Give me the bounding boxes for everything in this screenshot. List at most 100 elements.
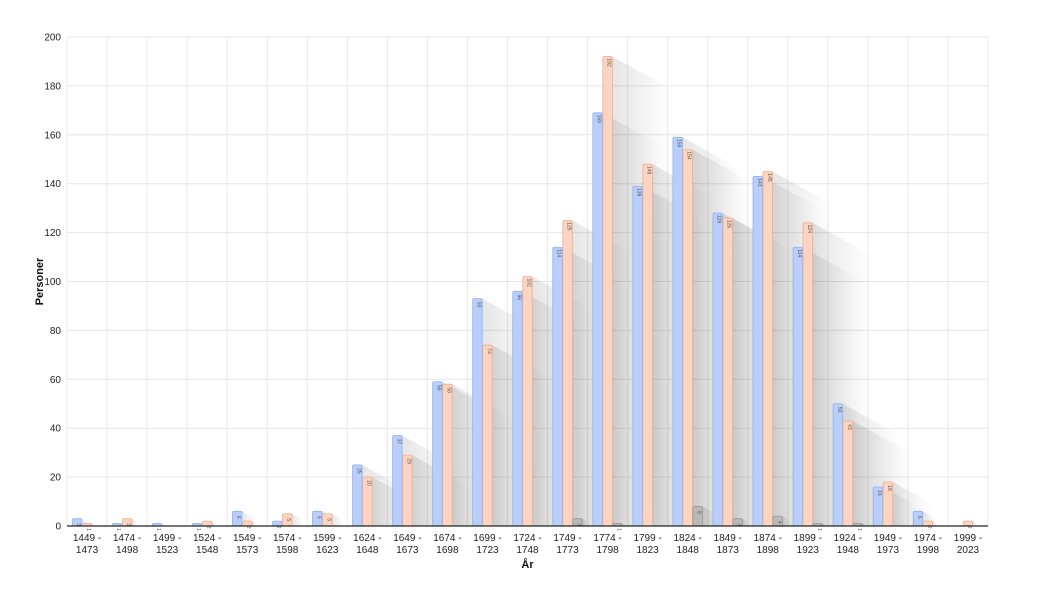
y-tick-label: 180 bbox=[44, 81, 61, 92]
bar-value-label: 3 bbox=[75, 523, 81, 526]
x-tick-label: 1449 - bbox=[73, 533, 101, 544]
bar-value-label: 37 bbox=[395, 439, 401, 445]
y-tick-label: 0 bbox=[55, 522, 61, 533]
bar-shadow bbox=[161, 523, 165, 526]
bar-value-label: 43 bbox=[846, 424, 852, 430]
bar-value-label: 96 bbox=[516, 294, 522, 300]
bar-value-label: 148 bbox=[646, 166, 652, 175]
x-tick-label: 1799 - bbox=[633, 533, 661, 544]
bar-value-label: 3 bbox=[576, 523, 582, 526]
x-tick-label: 1474 - bbox=[113, 533, 141, 544]
bar bbox=[522, 276, 533, 527]
y-tick-label: 60 bbox=[50, 375, 62, 386]
bar-value-label: 50 bbox=[836, 407, 842, 413]
bar-value-label: 59 bbox=[435, 385, 441, 391]
bar-value-label: 102 bbox=[526, 278, 532, 287]
x-tick-label: 1523 bbox=[156, 545, 179, 556]
x-tick-label: 1673 bbox=[396, 545, 419, 556]
x-tick-label: 1924 - bbox=[834, 533, 862, 544]
bar-value-label: 93 bbox=[475, 302, 481, 308]
x-tick-label: 1774 - bbox=[593, 533, 621, 544]
bar-value-label: 1 bbox=[155, 528, 161, 531]
bar-value-label: 1 bbox=[195, 528, 201, 531]
x-tick-label: 1574 - bbox=[273, 533, 301, 544]
bar-value-label: 74 bbox=[485, 348, 491, 354]
bar bbox=[842, 420, 853, 527]
bar-value-label: 143 bbox=[756, 178, 762, 187]
bar bbox=[482, 344, 493, 527]
x-tick-label: 1749 - bbox=[553, 533, 581, 544]
bar bbox=[592, 112, 603, 527]
y-tick-label: 120 bbox=[44, 228, 61, 239]
y-axis-title: Personer bbox=[34, 257, 46, 305]
x-tick-label: 1973 bbox=[877, 545, 900, 556]
x-tick-label: 1699 - bbox=[473, 533, 501, 544]
bar-value-label: 4 bbox=[776, 521, 782, 524]
bar-shadow bbox=[932, 521, 938, 526]
bar bbox=[602, 56, 613, 527]
bar-value-label: 2 bbox=[275, 526, 281, 529]
x-tick-label: 1798 bbox=[596, 545, 619, 556]
bar-value-label: 169 bbox=[596, 115, 602, 124]
x-tick-label: 1723 bbox=[476, 545, 499, 556]
bar-shadow bbox=[211, 521, 217, 526]
y-tick-label: 160 bbox=[44, 130, 61, 141]
bar-shadow bbox=[332, 513, 344, 526]
bar-value-label: 1 bbox=[816, 528, 822, 531]
y-tick-label: 40 bbox=[50, 424, 62, 435]
bar bbox=[472, 298, 483, 527]
x-tick-label: 1599 - bbox=[313, 533, 341, 544]
bar-value-label: 3 bbox=[736, 523, 742, 526]
x-tick-label: 1598 bbox=[276, 545, 299, 556]
x-tick-label: 1623 bbox=[316, 545, 339, 556]
bar-value-label: 5 bbox=[285, 518, 291, 521]
bar bbox=[672, 136, 683, 527]
bar-value-label: 6 bbox=[315, 516, 321, 519]
bar-value-label: 139 bbox=[636, 188, 642, 197]
x-tick-label: 1923 bbox=[797, 545, 820, 556]
x-tick-label: 1823 bbox=[637, 545, 660, 556]
bar-value-label: 18 bbox=[886, 485, 892, 491]
bar-value-label: 6 bbox=[916, 516, 922, 519]
bar bbox=[562, 219, 573, 527]
bar bbox=[512, 290, 523, 527]
y-tick-label: 100 bbox=[44, 277, 61, 288]
bar-value-label: 2 bbox=[205, 526, 211, 529]
bar-shadow bbox=[742, 518, 750, 526]
bar-value-label: 3 bbox=[125, 523, 131, 526]
bar-value-label: 154 bbox=[686, 151, 692, 160]
bar bbox=[392, 435, 403, 527]
x-tick-label: 1674 - bbox=[433, 533, 461, 544]
x-tick-label: 1899 - bbox=[794, 533, 822, 544]
x-tick-label: 1748 bbox=[516, 545, 539, 556]
bar-value-label: 128 bbox=[716, 215, 722, 224]
x-tick-label: 1898 bbox=[757, 545, 780, 556]
bar bbox=[402, 454, 413, 527]
bar bbox=[802, 222, 813, 527]
x-tick-label: 1974 - bbox=[914, 533, 942, 544]
x-tick-label: 1698 bbox=[436, 545, 459, 556]
bar-value-label: 1 bbox=[616, 528, 622, 531]
bar-shadow bbox=[622, 523, 625, 526]
bar-value-label: 114 bbox=[556, 249, 562, 257]
bar-value-label: 1 bbox=[85, 528, 91, 531]
x-tick-label: 1473 bbox=[76, 545, 99, 556]
bar bbox=[722, 217, 733, 527]
bar-value-label: 6 bbox=[235, 516, 241, 519]
x-tick-label: 1724 - bbox=[513, 533, 541, 544]
bar-shadow bbox=[862, 523, 865, 526]
bar-value-label: 1 bbox=[115, 528, 121, 531]
y-tick-label: 200 bbox=[44, 33, 61, 44]
x-tick-label: 1824 - bbox=[673, 533, 701, 544]
bar-value-label: 2 bbox=[966, 526, 972, 529]
x-tick-label: 1649 - bbox=[393, 533, 421, 544]
x-tick-label: 1874 - bbox=[754, 533, 782, 544]
bar bbox=[712, 212, 723, 527]
bar bbox=[632, 185, 643, 527]
bar-value-label: 192 bbox=[606, 58, 612, 67]
bar-shadow bbox=[972, 521, 978, 526]
bar bbox=[792, 246, 803, 527]
bar-value-label: 29 bbox=[405, 458, 411, 464]
bar-value-label: 5 bbox=[325, 518, 331, 521]
x-tick-label: 1948 bbox=[837, 545, 860, 556]
